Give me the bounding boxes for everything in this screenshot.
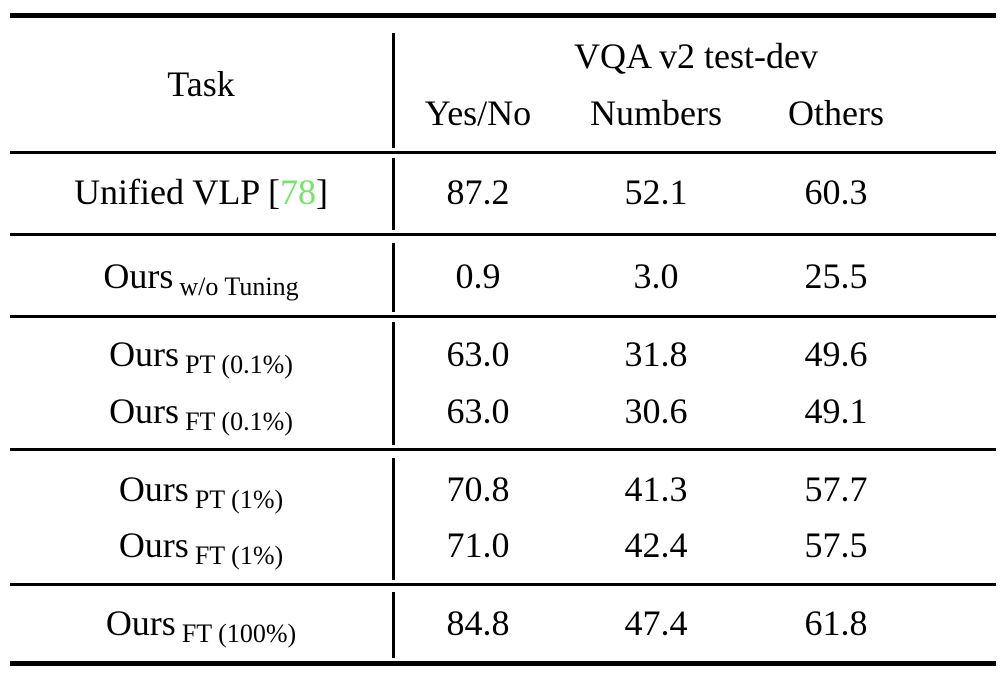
citation-bracket-open: [ — [259, 172, 280, 213]
table-rule-top — [10, 13, 996, 18]
row-label-subscript: FT (0.1%) — [185, 407, 293, 437]
row-label-main: Ours — [109, 391, 180, 432]
row-label-subscript: w/o Tuning — [179, 272, 299, 302]
column-divider-group-0p1 — [392, 322, 395, 445]
cell-others: 57.7 — [804, 469, 868, 510]
table-rule-below-row1 — [10, 233, 996, 236]
row-label-subscript: PT (1%) — [194, 485, 284, 515]
row-label-subscript: FT (100%) — [181, 619, 297, 649]
cell-others: 49.6 — [804, 334, 868, 375]
header-task-cell: Task — [167, 64, 235, 105]
cell-yesno: 70.8 — [446, 469, 510, 510]
row-label: Ours FT (1%) — [10, 525, 392, 570]
cell-numbers: 42.4 — [624, 525, 688, 566]
table-rule-below-header — [10, 151, 996, 154]
header-col-yesno: Yes/No — [424, 93, 532, 134]
column-divider-header — [392, 33, 395, 148]
row-label: Ours w/o Tuning — [10, 256, 392, 301]
cell-others: 57.5 — [804, 525, 868, 566]
table-rule-bottom — [10, 661, 996, 666]
column-divider-row7 — [392, 592, 395, 658]
row-label-main: Ours — [103, 256, 174, 297]
cell-yesno: 0.9 — [455, 256, 501, 297]
cell-others: 25.5 — [804, 256, 868, 297]
cell-numbers: 31.8 — [624, 334, 688, 375]
cell-others: 61.8 — [804, 603, 868, 644]
row-label-main: Ours — [105, 603, 176, 644]
table-rule-below-group-0p1 — [10, 448, 996, 451]
row-label: Ours PT (0.1%) — [10, 334, 392, 379]
cell-yesno: 84.8 — [446, 603, 510, 644]
header-col-others: Others — [788, 93, 884, 134]
cell-yesno: 87.2 — [446, 172, 510, 213]
header-col-numbers: Numbers — [590, 93, 722, 134]
row-label: Ours FT (100%) — [10, 603, 392, 648]
row-label-main: Ours — [109, 334, 180, 375]
table-rule-below-row2 — [10, 315, 996, 318]
row-label-main: Ours — [118, 525, 189, 566]
header-group-cell: VQA v2 test-dev — [574, 36, 818, 77]
cell-yesno: 63.0 — [446, 391, 510, 432]
column-divider-row1 — [392, 158, 395, 230]
row-label-subscript: PT (0.1%) — [185, 350, 293, 380]
cell-yesno: 63.0 — [446, 334, 510, 375]
column-divider-row2 — [392, 243, 395, 312]
cell-numbers: 30.6 — [624, 391, 688, 432]
cell-others: 49.1 — [804, 391, 868, 432]
row-label: Ours PT (1%) — [10, 469, 392, 514]
row-label-main: Ours — [118, 469, 189, 510]
row-label-subscript: FT (1%) — [194, 541, 284, 571]
cell-numbers: 3.0 — [633, 256, 679, 297]
citation-link[interactable]: 78 — [280, 172, 316, 213]
row-label: Unified VLP [78] — [10, 172, 392, 213]
cell-numbers: 47.4 — [624, 603, 688, 644]
row-label: Ours FT (0.1%) — [10, 391, 392, 436]
table-rule-below-group-1 — [10, 583, 996, 586]
citation-bracket-close: ] — [316, 172, 328, 213]
cell-numbers: 41.3 — [624, 469, 688, 510]
cell-others: 60.3 — [804, 172, 868, 213]
row-label-main: Unified VLP — [74, 172, 259, 213]
column-divider-group-1 — [392, 458, 395, 580]
cell-numbers: 52.1 — [624, 172, 688, 213]
cell-yesno: 71.0 — [446, 525, 510, 566]
